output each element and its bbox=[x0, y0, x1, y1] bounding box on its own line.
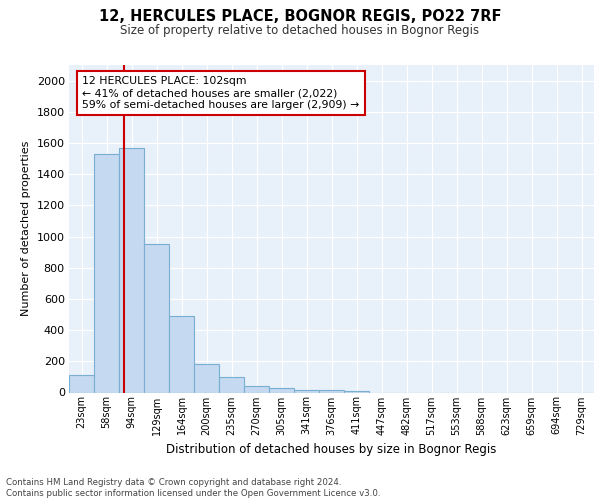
Bar bbox=[219, 377, 244, 392]
Bar bbox=[319, 390, 344, 392]
Bar bbox=[94, 154, 119, 392]
Text: Size of property relative to detached houses in Bognor Regis: Size of property relative to detached ho… bbox=[121, 24, 479, 37]
Bar bbox=[119, 148, 144, 392]
Bar bbox=[144, 244, 169, 392]
Bar bbox=[244, 386, 269, 392]
Text: Contains HM Land Registry data © Crown copyright and database right 2024.
Contai: Contains HM Land Registry data © Crown c… bbox=[6, 478, 380, 498]
Y-axis label: Number of detached properties: Number of detached properties bbox=[21, 141, 31, 316]
X-axis label: Distribution of detached houses by size in Bognor Regis: Distribution of detached houses by size … bbox=[166, 443, 497, 456]
Bar bbox=[269, 388, 294, 392]
Bar bbox=[169, 316, 194, 392]
Text: 12, HERCULES PLACE, BOGNOR REGIS, PO22 7RF: 12, HERCULES PLACE, BOGNOR REGIS, PO22 7… bbox=[99, 9, 501, 24]
Text: 12 HERCULES PLACE: 102sqm
← 41% of detached houses are smaller (2,022)
59% of se: 12 HERCULES PLACE: 102sqm ← 41% of detac… bbox=[82, 76, 359, 110]
Bar bbox=[294, 390, 319, 392]
Bar bbox=[344, 390, 369, 392]
Bar bbox=[194, 364, 219, 392]
Bar bbox=[69, 376, 94, 392]
